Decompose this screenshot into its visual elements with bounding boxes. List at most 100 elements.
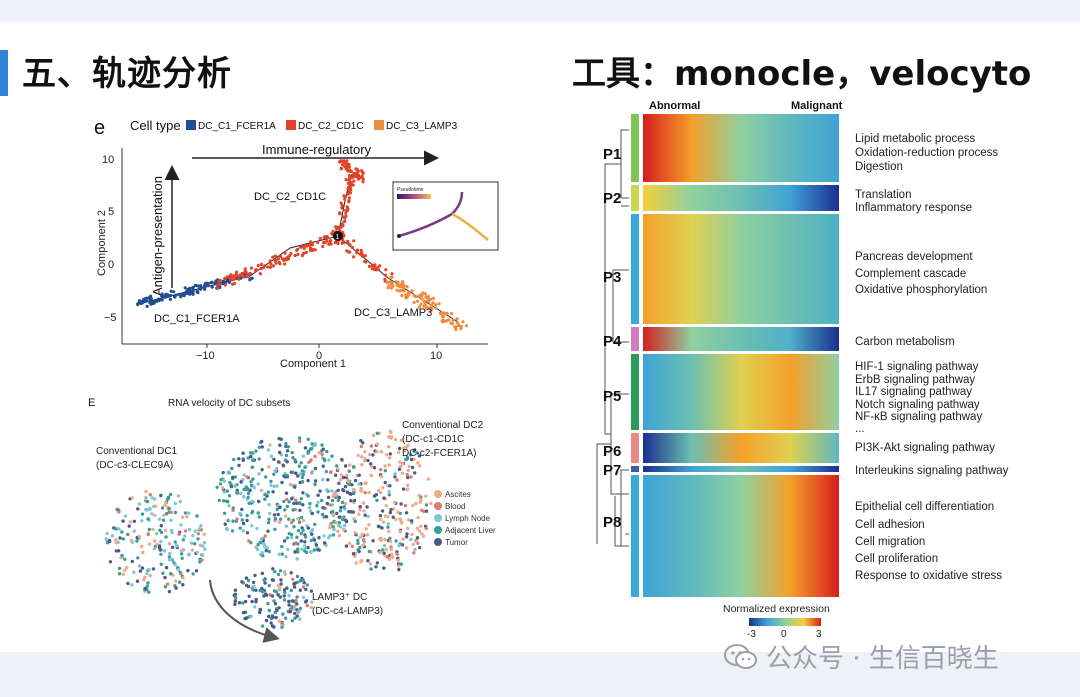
trajectory-cell-c2 xyxy=(348,243,352,247)
branch-point-label: 1 xyxy=(336,234,340,241)
velocity-cell xyxy=(130,496,134,500)
velocity-cell xyxy=(257,499,261,504)
trajectory-cell-c2 xyxy=(318,236,322,241)
velocity-cell xyxy=(306,526,310,530)
velocity-cell xyxy=(242,473,246,477)
velocity-cell xyxy=(273,527,277,531)
velocity-cell xyxy=(249,614,253,619)
velocity-cell xyxy=(399,562,404,566)
trajectory-cell-c2 xyxy=(340,206,344,210)
trajectory-cell-c3 xyxy=(386,280,390,285)
velocity-cell xyxy=(264,475,268,479)
y-tick-label: 5 xyxy=(108,206,114,218)
trajectory-cell-c2 xyxy=(342,233,346,237)
pathway-term: Epithelial cell differentiation xyxy=(855,501,994,513)
velocity-cell xyxy=(296,550,300,554)
velocity-cell xyxy=(143,587,147,591)
legend-swatch-c1 xyxy=(186,120,196,130)
velocity-cell xyxy=(127,524,131,528)
velocity-cell xyxy=(357,549,361,554)
velocity-cell xyxy=(246,495,250,499)
trajectory-cell-c2 xyxy=(352,175,356,179)
velocity-cell xyxy=(181,583,185,587)
velocity-cell xyxy=(157,517,162,521)
trajectory-cell-c2 xyxy=(253,268,257,273)
velocity-cell xyxy=(244,583,249,587)
velocity-cell xyxy=(353,531,357,535)
velocity-cell xyxy=(247,501,251,505)
trajectory-cell-c2 xyxy=(345,249,349,253)
velocity-cell xyxy=(316,548,320,552)
velocity-cell xyxy=(398,460,402,464)
x-ticks: −10 0 10 xyxy=(196,344,442,362)
velocity-cell xyxy=(356,538,360,543)
velocity-cell xyxy=(227,494,232,498)
tissue-legend-label: Lymph Node xyxy=(445,514,491,523)
trajectory-cell-c2 xyxy=(263,264,267,268)
velocity-cell xyxy=(310,469,315,474)
velocity-cell xyxy=(243,599,248,604)
trajectory-cell-c2 xyxy=(311,247,315,251)
velocity-cell xyxy=(362,538,366,543)
velocity-cell xyxy=(240,580,244,584)
trajectory-cell-c2 xyxy=(336,225,340,229)
velocity-cell xyxy=(313,442,317,446)
trajectory-cell-c2 xyxy=(347,200,351,204)
trajectory-cell-c2 xyxy=(274,258,278,263)
velocity-cell xyxy=(357,512,361,516)
panel-E-letter: E xyxy=(88,397,95,409)
velocity-cell xyxy=(271,490,275,494)
trajectory-cell-c3 xyxy=(386,286,390,290)
trajectory-cell-c2 xyxy=(309,240,313,244)
velocity-cell xyxy=(283,590,287,595)
trajectory-cell-c2 xyxy=(344,160,348,164)
velocity-cell xyxy=(159,524,163,528)
velocity-cell xyxy=(250,524,254,528)
velocity-cell xyxy=(239,491,243,495)
velocity-cell xyxy=(173,510,178,515)
cluster-id-p3: P3 xyxy=(603,269,621,286)
pathway-term: PI3K-Akt signaling pathway xyxy=(855,442,995,454)
velocity-cell xyxy=(183,529,188,533)
trajectory-cell-c2 xyxy=(383,279,387,283)
velocity-cell xyxy=(405,532,409,536)
velocity-cell xyxy=(260,590,265,594)
velocity-cell xyxy=(417,529,422,533)
velocity-cell xyxy=(237,463,241,468)
velocity-cell xyxy=(415,526,419,530)
velocity-cell xyxy=(297,439,302,443)
velocity-cell xyxy=(183,511,188,515)
velocity-cell xyxy=(364,527,368,531)
velocity-cell xyxy=(324,515,329,519)
trajectory-cell-c3 xyxy=(430,307,434,311)
velocity-cell xyxy=(249,480,253,484)
velocity-cell xyxy=(388,536,392,540)
trajectory-cell-c2 xyxy=(360,169,364,173)
tools-title: 工具：monocle，velocyto xyxy=(572,54,1032,94)
velocity-cell xyxy=(300,469,304,473)
trajectory-cell-c2 xyxy=(350,245,354,250)
trajectory-cell-c3 xyxy=(426,298,430,302)
velocity-cell xyxy=(290,520,294,525)
velocity-cell xyxy=(401,537,405,541)
velocity-cell xyxy=(365,533,370,537)
velocity-cell xyxy=(246,491,251,496)
velocity-cell xyxy=(324,543,328,548)
velocity-cell xyxy=(177,532,181,536)
trajectory-cell-c2 xyxy=(333,240,337,245)
velocity-cell xyxy=(245,475,249,479)
trajectory-cell-c2 xyxy=(344,167,348,171)
velocity-cell xyxy=(385,453,389,457)
pathway-term: Carbon metabolism xyxy=(855,336,955,348)
velocity-cell xyxy=(136,507,140,511)
velocity-cell xyxy=(284,453,289,458)
velocity-cell xyxy=(329,470,333,474)
velocity-cell xyxy=(163,575,167,580)
velocity-cell xyxy=(424,494,428,498)
velocity-cell xyxy=(389,547,393,552)
velocity-cell xyxy=(291,599,295,603)
velocity-cell xyxy=(241,451,245,455)
velocity-cell xyxy=(407,518,411,522)
velocity-cell xyxy=(310,532,314,536)
tissue-legend: Ascites Blood Lymph Node Adjacent Liver … xyxy=(434,490,496,547)
